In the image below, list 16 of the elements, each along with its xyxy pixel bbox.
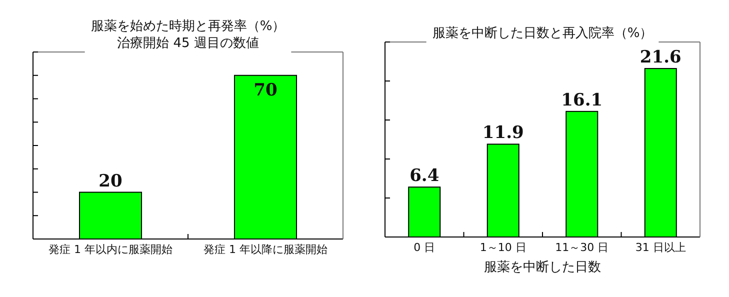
data-label: 20 (98, 171, 122, 192)
data-label: 16.1 (561, 90, 603, 110)
data-label: 11.9 (482, 123, 524, 144)
data-label: 70 (254, 80, 278, 100)
chart-subtitle: 治療開始 45 週目の数値 (117, 36, 259, 51)
chart-title: 服薬を始めた時期と再発率（%） (90, 18, 286, 34)
chart-title: 服薬を中断した日数と再入院率（%） (432, 25, 653, 41)
data-label: 21.6 (640, 48, 682, 68)
x-tick-label: 31 日以上 (635, 241, 686, 254)
data-label: 6.4 (410, 166, 440, 186)
x-tick-label: 発症 1 年以降に服薬開始 (204, 243, 328, 256)
x-tick-label: 発症 1 年以内に服薬開始 (48, 243, 172, 256)
x-axis-title: 服薬を中断した日数 (484, 260, 601, 275)
x-tick-label: 0 日 (414, 241, 436, 254)
x-tick-label: 11～30 日 (555, 241, 609, 254)
x-tick-label: 1～10 日 (480, 241, 526, 254)
